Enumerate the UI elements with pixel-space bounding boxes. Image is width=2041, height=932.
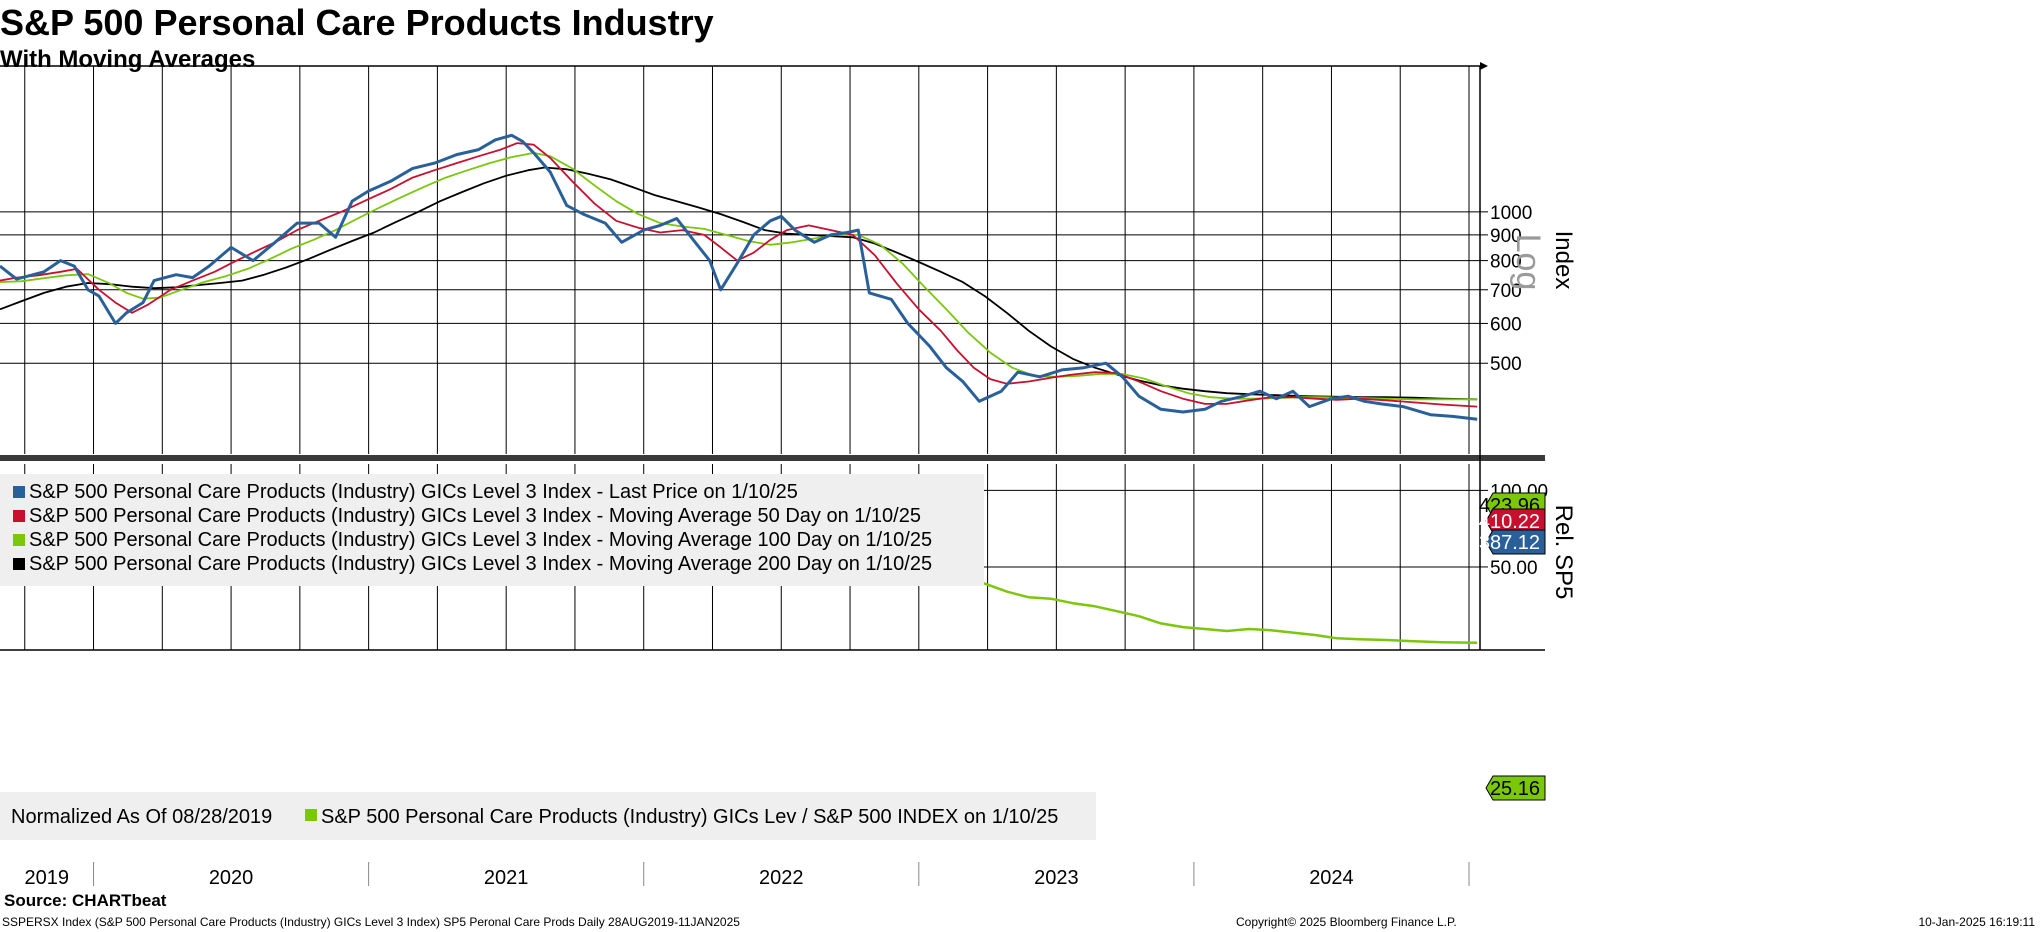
footer-description: SSPERSX Index (S&P 500 Personal Care Pro… (2, 915, 740, 929)
last-value-tag-price: 387.12 (1479, 532, 1540, 554)
y-tick-label: 700 (1490, 281, 1522, 302)
axes: 1000900800700600500100.0050.00IndexLogRe… (25, 203, 1577, 889)
legend-entry-price: S&P 500 Personal Care Products (Industry… (29, 481, 798, 503)
y-tick-label: 1000 (1490, 203, 1532, 224)
legend: S&P 500 Personal Care Products (Industry… (0, 474, 1096, 840)
series-line-ma50 (0, 142, 1478, 408)
series-line-ma200 (0, 166, 1478, 401)
x-tick-label: 2021 (484, 867, 529, 889)
legend-entry-ma100: S&P 500 Personal Care Products (Industry… (29, 529, 932, 551)
y-tick-label: 500 (1490, 354, 1522, 375)
last-value-tag-price-box (1485, 529, 1546, 555)
legend-entry-relative: S&P 500 Personal Care Products (Industry… (321, 806, 1058, 828)
lower-legend-box (0, 792, 1096, 840)
legend-entry-ma200: S&P 500 Personal Care Products (Industry… (29, 553, 932, 575)
x-tick-label: 2020 (209, 867, 254, 889)
chart-frame (0, 62, 1545, 651)
series-line-ma100 (0, 152, 1478, 401)
upper-panel-series (0, 133, 1478, 421)
legend-swatch-ma50 (13, 510, 25, 522)
x-tick-label: 2024 (1309, 867, 1354, 889)
y-tick-label: 900 (1490, 226, 1522, 247)
legend-swatch-ma100 (13, 534, 25, 546)
last-value-tag-ma50-box (1485, 508, 1546, 534)
x-tick-label: 2019 (25, 867, 70, 889)
legend-swatch-ma200 (13, 558, 25, 570)
series-line-price (0, 133, 1478, 421)
x-tick-label: 2022 (759, 867, 804, 889)
footer-copyright: Copyright© 2025 Bloomberg Finance L.P. (1236, 915, 1457, 929)
upper-legend-box (0, 474, 984, 586)
panel-separator (0, 455, 1545, 461)
chart-title: S&P 500 Personal Care Products Industry (0, 2, 714, 43)
y-axis-title-index: Index (1550, 231, 1577, 290)
last-value-tag-ma50: 410.22 (1479, 511, 1540, 533)
y-scale-label-log: Log (1509, 234, 1547, 291)
last-value-tag-relative-box (1485, 775, 1546, 801)
x-tick-label: 2023 (1034, 867, 1079, 889)
normalization-note: Normalized As Of 08/28/2019 (11, 806, 272, 828)
footer-timestamp: 10-Jan-2025 16:19:11 (1918, 915, 2035, 929)
y-tick-label: 600 (1490, 314, 1522, 335)
y-tick-label: 50.00 (1490, 558, 1538, 579)
source-label: Source: CHARTbeat (4, 891, 167, 910)
last-value-tag-relative: 25.16 (1490, 778, 1540, 800)
legend-swatch-relative (305, 809, 317, 821)
y-tick-label: 800 (1490, 252, 1522, 273)
legend-swatch-price (13, 486, 25, 498)
chart-subtitle: With Moving Averages (0, 46, 256, 73)
legend-entry-ma50: S&P 500 Personal Care Products (Industry… (29, 505, 921, 527)
y-axis-title-relative: Rel. SP5 (1550, 505, 1577, 600)
axis-arrow (1480, 62, 1488, 70)
